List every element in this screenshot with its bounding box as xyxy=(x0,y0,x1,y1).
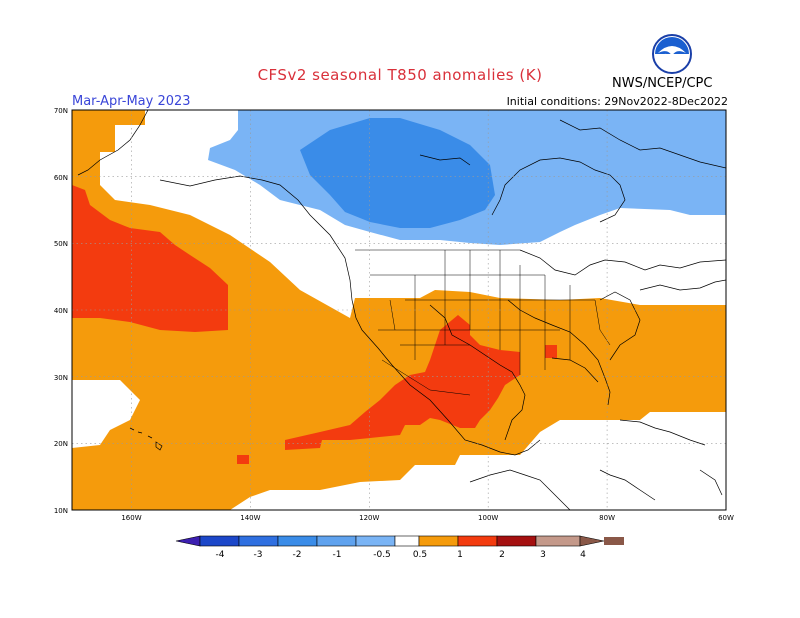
colorbar-swatch-3-4 xyxy=(535,535,581,547)
lat-label-30n: 30N xyxy=(54,374,68,382)
colorbar-swatch-2-3 xyxy=(496,535,537,547)
map-frame xyxy=(71,109,727,511)
anomaly-region-red-southeast xyxy=(545,345,557,358)
colorbar-tick-neg4: -4 xyxy=(216,550,225,560)
initial-conditions: Initial conditions: 29Nov2022-8Dec2022 xyxy=(506,95,728,108)
lat-label-70n: 70N xyxy=(54,107,68,115)
agency-label: NWS/NCEP/CPC xyxy=(612,76,713,91)
colorbar-tick-3: 3 xyxy=(540,550,546,560)
colorbar-tick-1: 1 xyxy=(457,550,463,560)
colorbar-swatch-1-2 xyxy=(457,535,498,547)
coastlines xyxy=(77,110,726,510)
anomaly-region-red-southwest xyxy=(285,315,520,450)
colorbar-swatch-neg1-neg05 xyxy=(316,535,357,547)
lon-label-60w: 60W xyxy=(718,514,734,522)
anomaly-region-warm-orange xyxy=(72,110,726,510)
colorbar-tick-4: 4 xyxy=(580,550,586,560)
anomaly-region-red-north-pacific xyxy=(72,185,228,332)
graticule xyxy=(72,110,726,510)
colorbar-swatch-neg2-neg1 xyxy=(277,535,318,547)
colorbar-tail xyxy=(604,537,624,545)
lon-label-140w: 140W xyxy=(240,514,260,522)
hawaii-islands xyxy=(129,427,163,451)
colorbar-tick-05: 0.5 xyxy=(413,550,427,560)
anomaly-region-red-speck xyxy=(237,455,249,464)
colorbar-swatch-neg4-neg3 xyxy=(199,535,240,547)
colorbar-swatch-lt-neg4 xyxy=(175,535,201,547)
colorbar-swatch-neg3-neg2 xyxy=(238,535,279,547)
political-boundaries xyxy=(355,249,611,396)
colorbar-tick-neg1: -1 xyxy=(333,550,342,560)
chart-title: CFSv2 seasonal T850 anomalies (K) xyxy=(257,66,543,84)
lon-label-120w: 120W xyxy=(359,514,379,522)
lon-label-80w: 80W xyxy=(599,514,615,522)
anomaly-region-cool-medium-blue xyxy=(300,118,495,228)
lon-label-160w: 160W xyxy=(121,514,141,522)
colorbar-tick-neg05: -0.5 xyxy=(373,550,391,560)
colorbar xyxy=(175,535,624,547)
lat-label-20n: 20N xyxy=(54,440,68,448)
lat-label-50n: 50N xyxy=(54,240,68,248)
colorbar-tick-neg2: -2 xyxy=(293,550,302,560)
lat-label-60n: 60N xyxy=(54,174,68,182)
colorbar-tick-neg3: -3 xyxy=(254,550,263,560)
lon-label-100w: 100W xyxy=(478,514,498,522)
lat-label-10n: 10N xyxy=(54,507,68,515)
colorbar-swatch-gt-4 xyxy=(579,535,605,547)
colorbar-swatch-05-1 xyxy=(418,535,459,547)
colorbar-tick-2: 2 xyxy=(499,550,505,560)
colorbar-swatch-neg05 xyxy=(355,535,396,547)
noaa-logo-icon xyxy=(652,34,692,74)
forecast-period: Mar-Apr-May 2023 xyxy=(72,94,191,109)
colorbar-swatch-neutral xyxy=(394,535,420,547)
lat-label-40n: 40N xyxy=(54,307,68,315)
